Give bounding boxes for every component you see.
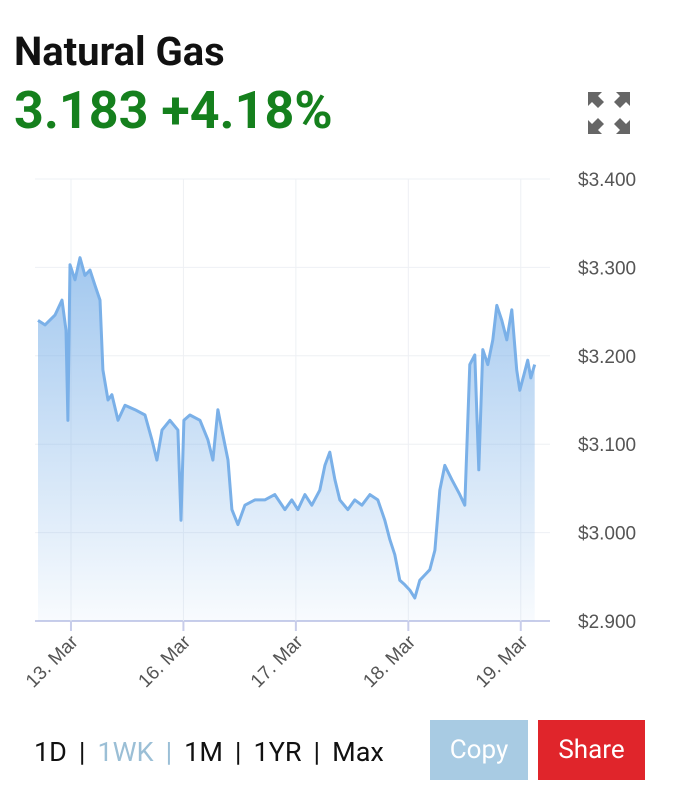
y-tick-label: $3.400 <box>578 170 636 191</box>
period-option[interactable]: 1YR <box>253 736 302 768</box>
y-tick-label: $2.900 <box>578 612 636 633</box>
period-option[interactable]: 1D <box>34 736 67 768</box>
x-tick-label: 18. Mar <box>359 631 420 692</box>
area <box>38 257 535 621</box>
x-tick-label: 17. Mar <box>247 631 308 692</box>
change: +4.18% <box>161 80 333 141</box>
separator: | <box>165 736 173 768</box>
period-selector: 1D | 1WK | 1M | 1YR | Max <box>34 736 384 768</box>
x-tick-label: 16. Mar <box>135 631 196 692</box>
y-tick-label: $3.000 <box>578 524 636 545</box>
x-tick-label: 19. Mar <box>472 631 533 692</box>
quote: 3.183 +4.18% <box>14 80 333 141</box>
title: Natural Gas <box>14 28 225 75</box>
x-tick-label: 13. Mar <box>22 631 83 692</box>
period-option[interactable]: 1M <box>184 736 223 768</box>
separator: | <box>313 736 321 768</box>
share-button[interactable]: Share <box>538 720 645 780</box>
y-tick-label: $3.300 <box>578 258 636 279</box>
copy-button[interactable]: Copy <box>430 720 528 780</box>
period-option[interactable]: 1WK <box>97 736 154 768</box>
line <box>37 256 537 600</box>
y-tick-label: $3.200 <box>578 347 636 368</box>
separator: | <box>78 736 86 768</box>
y-tick-label: $3.100 <box>578 435 636 456</box>
price: 3.183 <box>14 80 149 141</box>
chart: $2.900 $3.000 $3.100 $3.200 $3.300 $3.400 13. … <box>22 170 636 692</box>
expand-icon[interactable] <box>588 92 630 134</box>
separator: | <box>234 736 242 768</box>
period-option[interactable]: Max <box>332 736 384 768</box>
